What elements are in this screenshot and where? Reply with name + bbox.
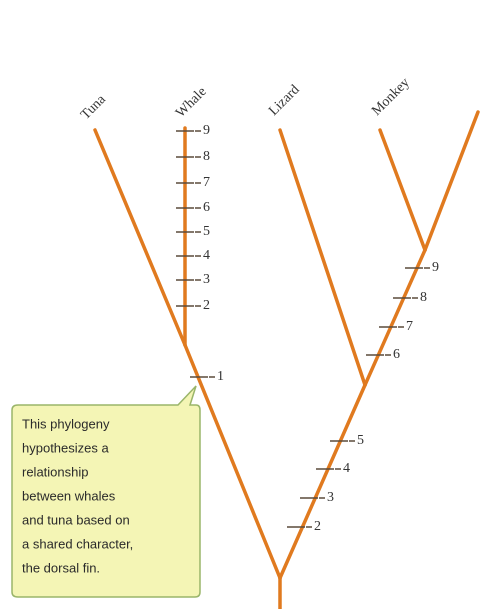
character-number: 5 [357,433,364,448]
taxon-label: Lizard [266,82,302,118]
branch [93,128,187,347]
character-number: 4 [203,248,210,263]
character-number: 7 [406,319,413,334]
callout-box [11,385,201,598]
callout-text: between whales [22,488,116,503]
branch [423,110,480,252]
character-number: 3 [203,272,210,287]
taxon-label: Whale [173,84,209,120]
taxon-label: Monkey [369,75,413,119]
callout-text: hypothesizes a [22,440,109,455]
character-number: 7 [203,175,210,190]
branch [378,128,427,252]
callout-text: relationship [22,464,89,479]
character-number: 6 [393,347,400,362]
character-number: 5 [203,224,210,239]
callout-text: This phylogeny [22,416,110,431]
character-number: 2 [203,298,210,313]
labels: Tuna Whale Lizard Monkey23456789123456789Th… [22,75,439,575]
branch [363,248,427,387]
branch [183,343,282,580]
callout-text: the dorsal fin. [22,560,100,575]
callout-text: and tuna based on [22,512,130,527]
character-number: 6 [203,200,210,215]
character-number: 3 [327,490,334,505]
character-number: 8 [203,149,210,164]
character-number: 9 [203,123,210,138]
character-number: 9 [432,260,439,275]
character-number: 4 [343,461,350,476]
character-number: 8 [420,290,427,305]
branch [278,383,367,580]
character-number: 1 [217,369,224,384]
taxon-label: Tuna [78,92,109,123]
callout-text: a shared character, [22,536,133,551]
branch [278,128,367,387]
tree [93,110,480,609]
character-number: 2 [314,519,321,534]
